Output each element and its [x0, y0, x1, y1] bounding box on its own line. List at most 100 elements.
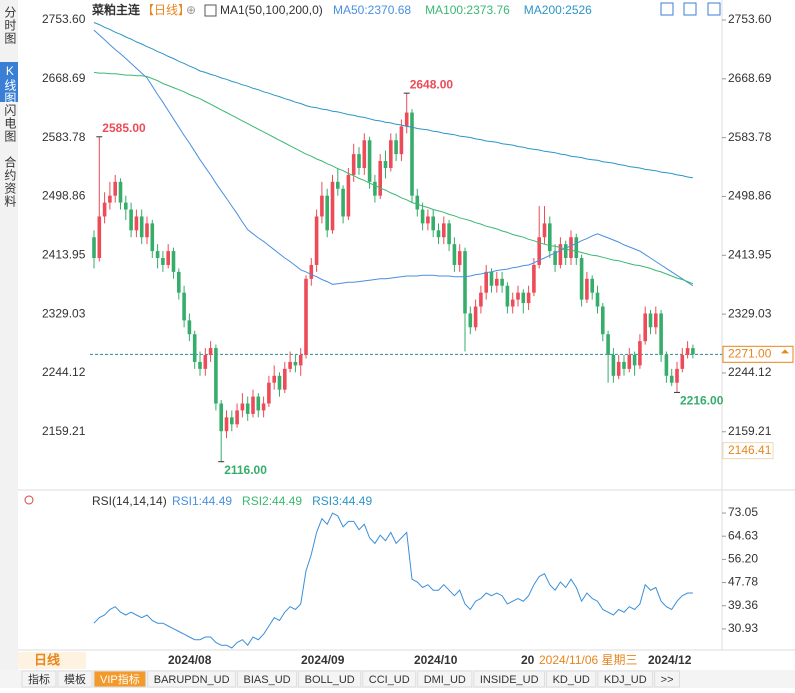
- candle-body: [648, 313, 653, 328]
- candle-body: [97, 216, 102, 259]
- period-tab[interactable]: 日线: [34, 652, 60, 667]
- icon[interactable]: [204, 4, 217, 17]
- candle-body: [92, 237, 96, 259]
- candle-body: [463, 251, 467, 314]
- candle-body: [627, 355, 632, 369]
- tab[interactable]: >>: [661, 674, 674, 686]
- tab-bg: [654, 670, 681, 688]
- candle-body: [203, 355, 208, 369]
- candle-body: [590, 278, 594, 293]
- candle-body: [240, 403, 245, 411]
- period-label[interactable]: 【日线】: [142, 3, 190, 17]
- ma-line: [93, 71, 694, 285]
- candle-body: [129, 209, 133, 231]
- tab[interactable]: KDJ_UD: [604, 674, 647, 686]
- candle-body: [574, 237, 579, 259]
- candle-body: [415, 195, 420, 210]
- candle-body: [526, 292, 531, 304]
- tab[interactable]: BIAS_UD: [244, 674, 291, 686]
- candle-body: [177, 271, 181, 293]
- candle-body: [611, 355, 616, 376]
- candle-body: [378, 161, 382, 196]
- icon[interactable]: [707, 2, 721, 16]
- icon[interactable]: [660, 2, 674, 16]
- y-tick-label: 2668.69: [728, 71, 772, 85]
- candle-body: [357, 154, 361, 168]
- y-tick-label: 2583.78: [728, 130, 772, 144]
- tab[interactable]: 模板: [64, 672, 86, 686]
- date-label: 2024/12: [648, 653, 692, 667]
- candle-body: [219, 403, 223, 432]
- candle-body: [616, 361, 621, 376]
- sidebar-item[interactable]: K线图: [3, 64, 17, 105]
- tab-bg: [147, 670, 237, 688]
- candle-body: [638, 341, 642, 366]
- candle-body: [431, 216, 435, 231]
- candle-body: [272, 375, 276, 383]
- last-price-label: 2271.00: [728, 346, 772, 360]
- candle-body: [251, 396, 255, 414]
- date-label: 2024/10: [414, 653, 458, 667]
- y-tick-label: 2329.03: [728, 306, 772, 320]
- legend-entry: MA200:2526: [524, 3, 592, 17]
- date-label: 20: [521, 653, 535, 667]
- y-tick-label: 2498.86: [42, 189, 86, 203]
- candle-body: [139, 216, 144, 238]
- candle-body: [373, 181, 377, 196]
- icon[interactable]: [24, 495, 34, 505]
- candle-body: [436, 230, 441, 238]
- tab[interactable]: BARUPDN_UD: [154, 674, 230, 686]
- candle-body: [585, 278, 589, 300]
- tab[interactable]: BOLL_UD: [305, 674, 355, 686]
- legend-entry: RSI3:44.49: [312, 494, 372, 508]
- tab[interactable]: 指标: [28, 672, 50, 686]
- cursor-date: 2024/11/06 星期三: [539, 653, 638, 667]
- candle-body: [516, 292, 520, 300]
- extreme-label: 2648.00: [410, 77, 454, 91]
- ma-line: [93, 22, 693, 179]
- candle-body: [468, 313, 473, 328]
- candle-body: [113, 181, 117, 196]
- candle-body: [256, 396, 261, 411]
- tab[interactable]: INSIDE_UD: [480, 674, 539, 686]
- tab-bg: [473, 670, 546, 688]
- candle-body: [452, 244, 457, 265]
- tab[interactable]: CCI_UD: [369, 674, 410, 686]
- candle-body: [389, 140, 393, 168]
- candle-body: [336, 181, 340, 189]
- candle-body: [235, 410, 239, 425]
- tab-bg: [93, 670, 147, 688]
- candle-body: [161, 258, 165, 265]
- icon[interactable]: ⊕: [186, 3, 196, 17]
- sidebar-item[interactable]: 闪电图: [3, 104, 17, 143]
- candle-body: [632, 355, 637, 366]
- candle-body: [208, 348, 213, 356]
- candle-body: [187, 320, 192, 335]
- candle-body: [532, 264, 536, 293]
- candle-body: [224, 417, 229, 432]
- extreme-label: 2216.00: [680, 394, 724, 408]
- sidebar-item[interactable]: 合约资料: [3, 155, 17, 208]
- tab[interactable]: DMI_UD: [424, 674, 466, 686]
- candle-body: [309, 264, 314, 279]
- candle-body: [261, 403, 266, 411]
- tab[interactable]: VIP指标: [100, 672, 140, 686]
- sidebar-bg: [0, 0, 18, 688]
- icon[interactable]: [683, 2, 697, 16]
- candle-body: [558, 244, 563, 265]
- legend-entry: MA100:2373.76: [425, 3, 510, 17]
- candle-body: [399, 126, 404, 155]
- candle-body: [383, 161, 388, 168]
- candle-body: [230, 417, 234, 425]
- candle-body: [669, 375, 674, 383]
- candle-body: [654, 313, 658, 328]
- tab[interactable]: KD_UD: [553, 674, 590, 686]
- candle-body: [473, 306, 478, 328]
- candle-body: [198, 361, 202, 369]
- candle-body: [351, 154, 356, 175]
- y-tick-label: 47.78: [728, 575, 758, 589]
- candle-body: [145, 223, 149, 238]
- candle-body: [457, 251, 462, 265]
- candle-body: [267, 382, 271, 404]
- sidebar-item[interactable]: 分时图: [3, 6, 17, 45]
